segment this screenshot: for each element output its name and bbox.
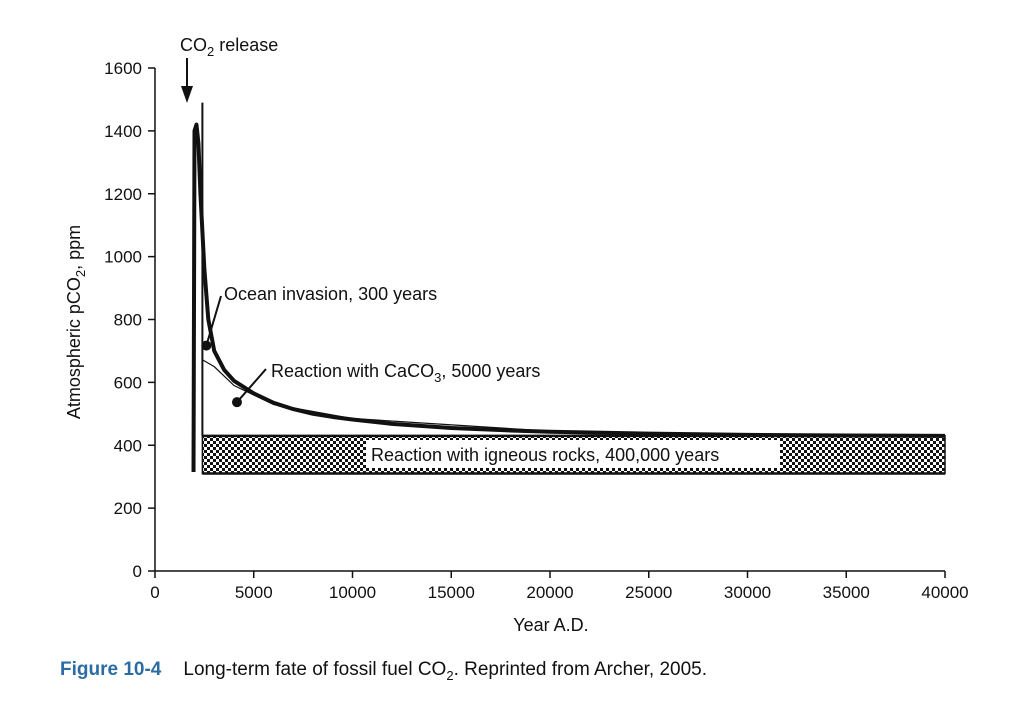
x-tick-label: 20000 — [526, 583, 573, 602]
x-axis-label: Year A.D. — [513, 615, 588, 635]
y-tick-label: 1000 — [104, 248, 142, 267]
y-tick-label: 1400 — [104, 122, 142, 141]
igneous-label-box — [366, 440, 780, 468]
axes-layer: 0 5000 10000 15000 20000 25000 30000 35000 40000… — [104, 59, 968, 602]
y-tick-label: 200 — [114, 499, 142, 518]
chart: 0 5000 10000 15000 20000 25000 30000 35000 40000… — [64, 35, 969, 635]
caption-text: Long-term fate of fossil fuel CO — [183, 659, 447, 680]
y-tick-label: 1200 — [104, 185, 142, 204]
x-tick-label: 35000 — [823, 583, 870, 602]
x-tick-label: 0 — [150, 583, 159, 602]
co2-release-arrow-icon — [181, 58, 193, 103]
figure-number: Figure 10-4 — [60, 659, 162, 680]
x-tick-label: 10000 — [329, 583, 376, 602]
y-tick-label: 1600 — [104, 59, 142, 78]
co2-release-label: CO2 release — [180, 35, 278, 59]
y-tick-label: 0 — [133, 562, 142, 581]
ocean-invasion-label: Ocean invasion, 300 years — [224, 284, 437, 304]
y-axis-label: Atmospheric pCO2, ppm — [64, 225, 88, 419]
y-tick-label: 600 — [114, 373, 142, 392]
caco3-label: Reaction with CaCO3, 5000 years — [271, 361, 540, 385]
caco3-annotation: Reaction with CaCO3, 5000 years — [231, 361, 540, 408]
caco3-marker — [231, 397, 242, 408]
ocean-invasion-marker — [201, 340, 212, 351]
series-line-pco2 — [191, 122, 946, 472]
y-tick-label: 800 — [114, 311, 142, 330]
x-tick-label: 40000 — [921, 583, 968, 602]
caption-subscript: 2 — [446, 667, 454, 683]
y-tick-label: 400 — [114, 436, 142, 455]
caption-tail: . Reprinted from Archer, 2005. — [453, 659, 708, 680]
x-tick-label: 15000 — [428, 583, 475, 602]
igneous-label: Reaction with igneous rocks, 400,000 yea… — [371, 445, 719, 465]
x-tick-label: 30000 — [724, 583, 771, 602]
ocean-invasion-annotation: Ocean invasion, 300 years — [201, 284, 437, 351]
figure-caption: Figure 10-4 Long-term fate of fossil fuel… — [60, 659, 707, 683]
x-tick-label: 25000 — [625, 583, 672, 602]
x-tick-label: 5000 — [235, 583, 273, 602]
series-layer — [191, 102, 946, 472]
